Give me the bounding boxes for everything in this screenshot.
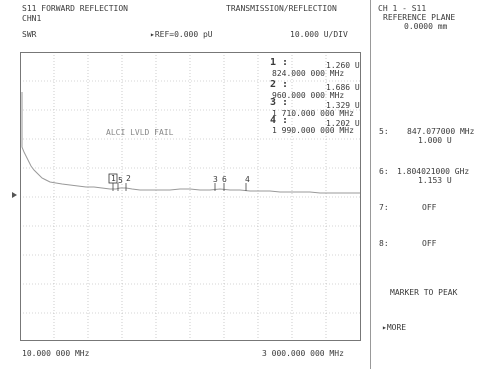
trace-marker-5: 5 bbox=[118, 176, 123, 185]
marker-4-num: 4 : bbox=[270, 115, 289, 126]
graticule bbox=[20, 52, 361, 341]
trace-marker-ticks bbox=[112, 182, 247, 191]
marker-8-label: 8: bbox=[379, 239, 389, 248]
status-message: ALCI LVLD FAIL bbox=[106, 128, 174, 137]
marker-2-freq: 960.000 000 MHz bbox=[272, 91, 345, 100]
marker-7-label: 7: bbox=[379, 203, 389, 212]
channel-label: CHN1 bbox=[22, 14, 42, 23]
active-marker-box bbox=[108, 173, 118, 184]
marker-5-freq: 847.077000 MHz bbox=[407, 127, 475, 136]
trace-marker-6: 6 bbox=[222, 175, 227, 184]
marker-5-value: 1.000 U bbox=[418, 136, 452, 145]
marker-1-freq: 824.000 000 MHz bbox=[272, 69, 345, 78]
reference-readout: ▸REF=0.000 pU bbox=[150, 30, 213, 39]
reference-position-arrow bbox=[12, 192, 17, 198]
trace-marker-2: 2 bbox=[126, 174, 131, 183]
scale-readout: 10.000 U/DIV bbox=[290, 30, 348, 39]
softkey-divider bbox=[370, 0, 371, 369]
marker-7-value: OFF bbox=[422, 203, 437, 212]
marker-2-value: 1.686 U bbox=[326, 83, 360, 92]
marker-5-label: 5: bbox=[379, 127, 389, 136]
marker-3-freq: 1 710.000 000 MHz bbox=[272, 109, 354, 118]
measurement-title: S11 FORWARD REFLECTION bbox=[22, 4, 128, 13]
marker-6-value: 1.153 U bbox=[418, 176, 452, 185]
swr-plot bbox=[20, 52, 361, 341]
marker-6-freq: 1.804021000 GHz bbox=[397, 167, 470, 176]
trace-marker-3: 3 bbox=[213, 175, 218, 184]
trace-marker-1: 1 bbox=[111, 174, 116, 183]
format-label: SWR bbox=[22, 30, 37, 39]
marker-6-label: 6: bbox=[379, 167, 389, 176]
marker-3-num: 3 : bbox=[270, 97, 289, 108]
start-frequency: 10.000 000 MHz bbox=[22, 349, 90, 358]
marker-1-value: 1.260 U bbox=[326, 61, 360, 70]
marker-2-num: 2 : bbox=[270, 79, 289, 90]
marker-1-num: 1 : bbox=[270, 57, 289, 68]
marker-4-freq: 1 990.000 000 MHz bbox=[272, 126, 354, 135]
more-softkey[interactable]: ▸MORE bbox=[382, 323, 407, 332]
mode-title: TRANSMISSION/REFLECTION bbox=[226, 4, 337, 13]
marker-to-peak-softkey[interactable]: MARKER TO PEAK bbox=[390, 288, 458, 297]
trace-marker-4: 4 bbox=[245, 175, 250, 184]
swr-trace bbox=[21, 92, 360, 194]
softkey-ref-plane-value: 0.0000 mm bbox=[404, 22, 448, 31]
stop-frequency: 3 000.000 000 MHz bbox=[262, 349, 344, 358]
marker-3-value: 1.329 U bbox=[326, 101, 360, 110]
softkey-ref-plane-label: REFERENCE PLANE bbox=[383, 13, 456, 22]
softkey-channel: CH 1 - S11 bbox=[378, 4, 427, 13]
marker-8-value: OFF bbox=[422, 239, 437, 248]
marker-4-value: 1.202 U bbox=[326, 119, 360, 128]
